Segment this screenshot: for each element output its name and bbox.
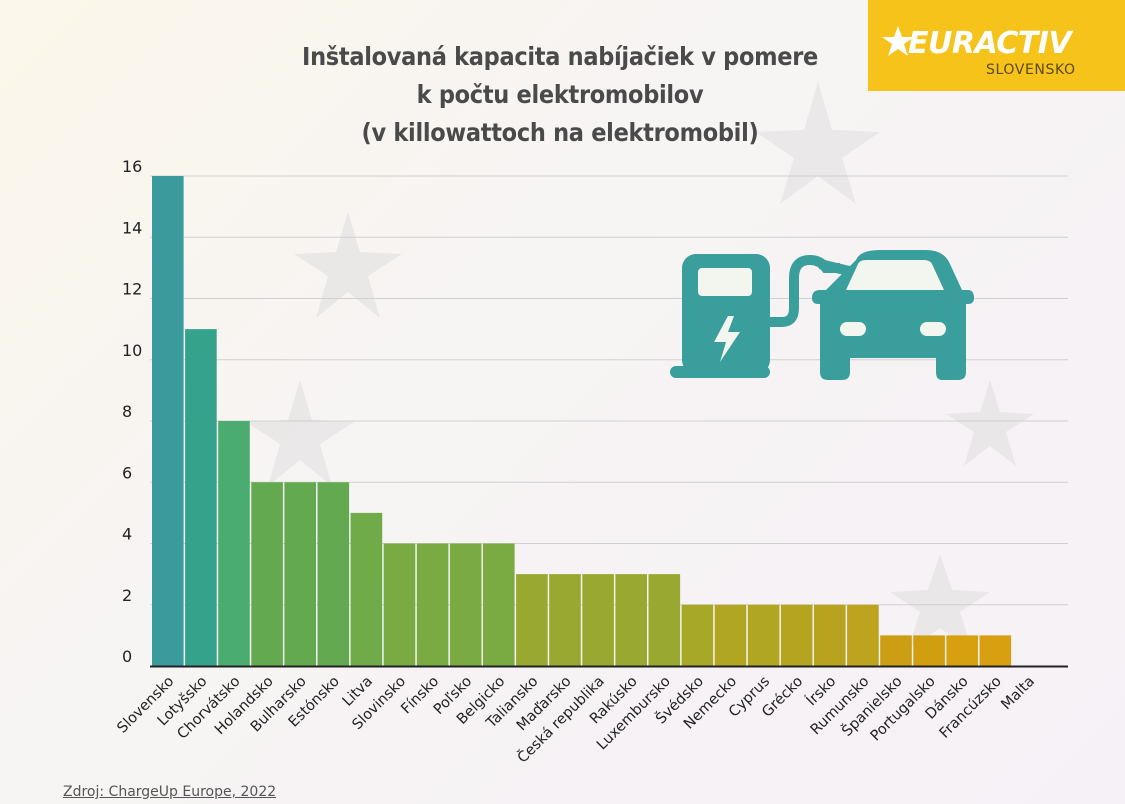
logo-brand: EURACTIV (908, 26, 1072, 61)
bg-star (294, 212, 402, 318)
y-tick-label: 10 (122, 341, 142, 360)
bar (814, 604, 846, 666)
bar (218, 421, 250, 666)
y-tick-label: 0 (122, 647, 132, 666)
bar (847, 604, 879, 666)
y-tick-label: 14 (122, 218, 142, 237)
title-line: Inštalovaná kapacita nabíjačiek v pomere (302, 42, 818, 71)
bars (152, 176, 1012, 666)
bar (880, 635, 912, 666)
bar (946, 635, 978, 666)
bar (979, 635, 1012, 666)
ev-charging-station-with-car-icon (670, 250, 974, 380)
y-axis-tick-labels: 0 2 4 6 8 10 12 14 16 (122, 157, 142, 666)
y-tick-label: 6 (122, 463, 132, 482)
title-line: (v killowattoch na elektromobil) (361, 118, 759, 147)
bg-star (946, 380, 1034, 466)
bar (714, 604, 747, 666)
bar (582, 574, 614, 666)
y-tick-label: 2 (122, 586, 132, 605)
bar (913, 635, 945, 666)
bar (284, 482, 316, 666)
logo-edition: SLOVENSKO (986, 62, 1076, 78)
x-tick-label: Malta (998, 674, 1038, 714)
bar (251, 482, 283, 666)
bg-star (246, 380, 354, 486)
bar (549, 574, 581, 666)
bg-star (890, 554, 990, 650)
bar (416, 543, 449, 666)
logo-star-icon (882, 26, 914, 56)
bar (516, 574, 548, 666)
chart-title: Inštalovaná kapacita nabíjačiek v pomere… (200, 38, 920, 152)
x-axis-tick-labels: SlovenskoLotyšskoChorvátskoHolandskoBulh… (114, 672, 1038, 766)
bar (449, 543, 482, 666)
y-tick-label: 12 (122, 280, 142, 299)
bar (152, 176, 184, 666)
euractiv-logo[interactable]: EURACTIV SLOVENSKO (868, 0, 1125, 91)
bg-star (756, 82, 880, 204)
bar (185, 329, 217, 666)
bar (350, 512, 383, 666)
bar (383, 543, 416, 666)
source-note[interactable]: Zdroj: ChargeUp Europe, 2022 (63, 784, 277, 800)
bar (648, 574, 681, 666)
y-tick-label: 4 (122, 525, 132, 544)
bar (681, 604, 714, 666)
bar (747, 604, 780, 666)
bar (483, 543, 515, 666)
y-tick-label: 16 (122, 157, 142, 176)
bar (317, 482, 350, 666)
y-tick-label: 8 (122, 402, 132, 421)
title-line: k počtu elektromobilov (416, 80, 704, 109)
bar (615, 574, 647, 666)
bar (780, 604, 813, 666)
